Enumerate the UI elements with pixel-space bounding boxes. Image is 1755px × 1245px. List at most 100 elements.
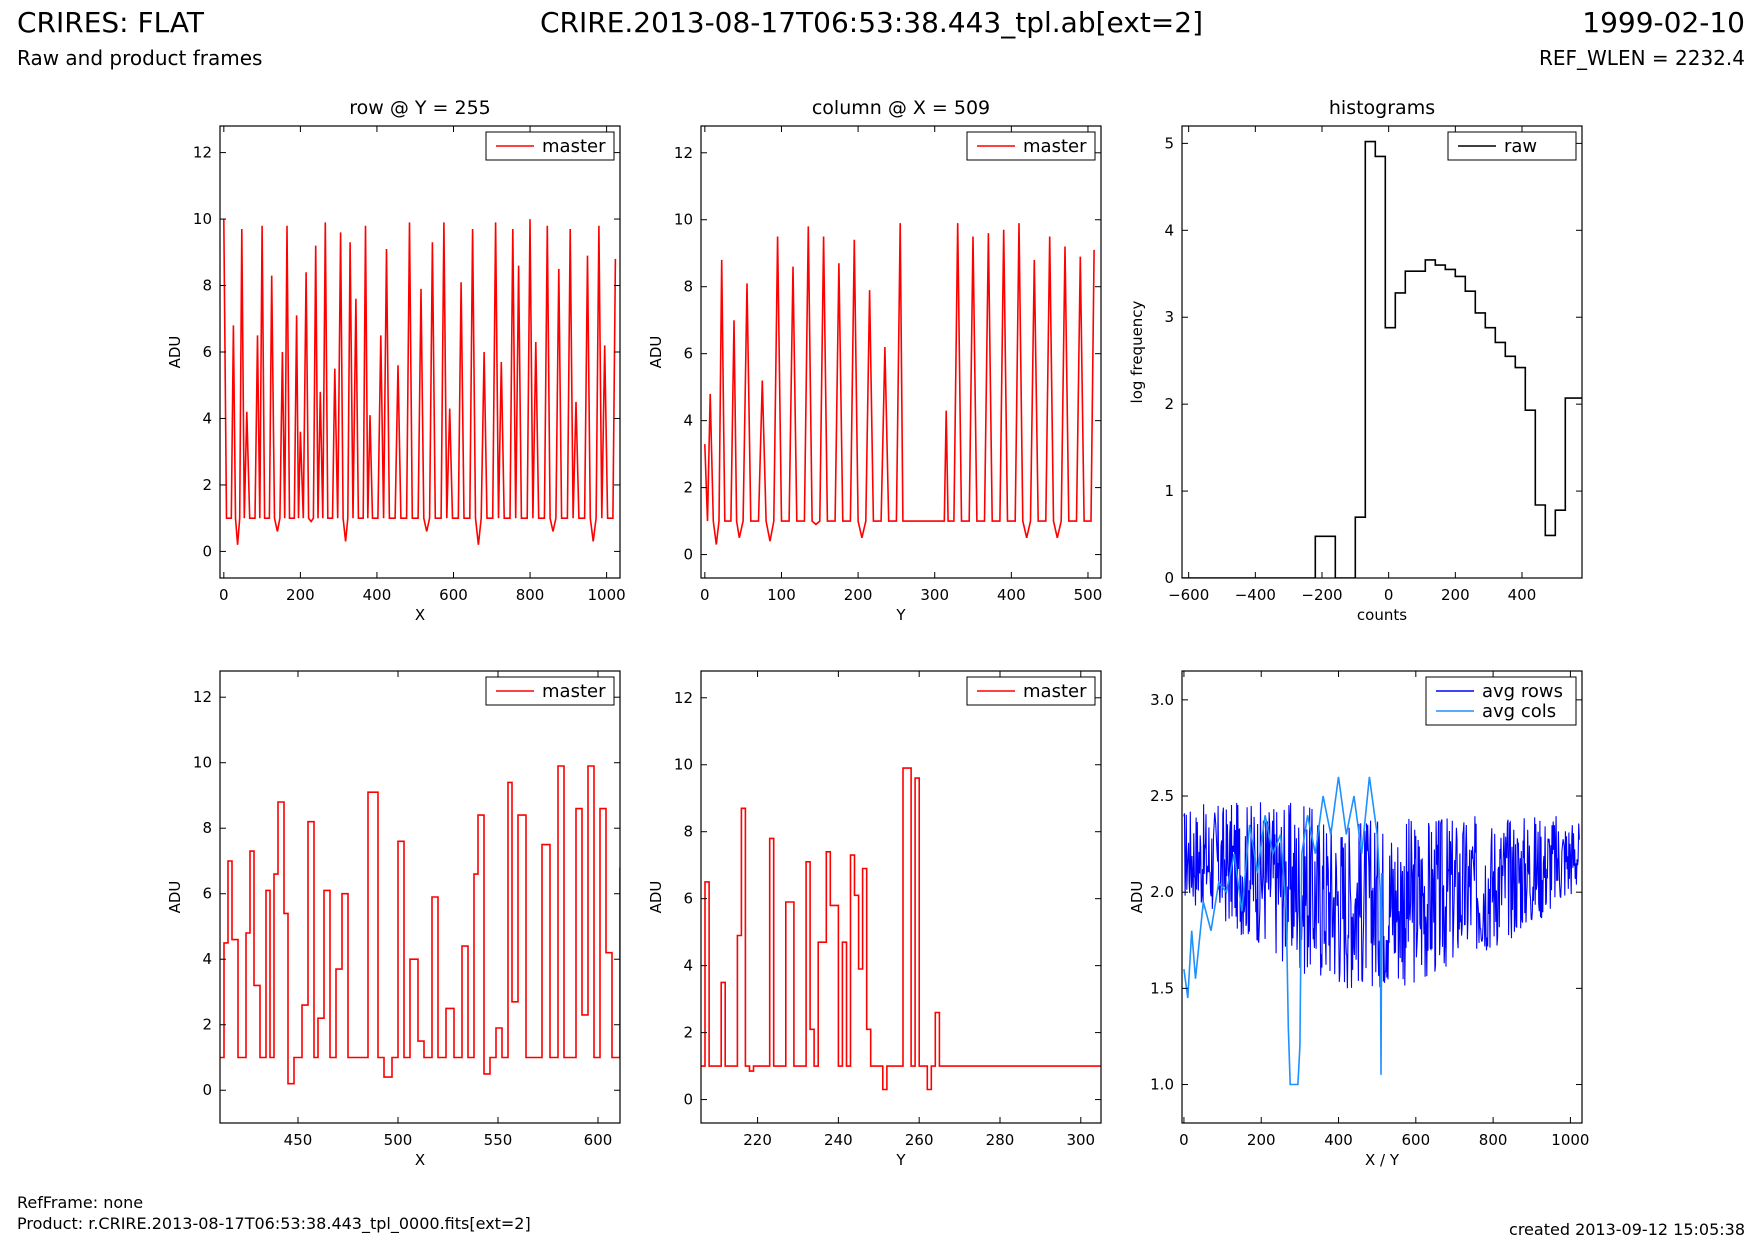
plot-frame <box>1181 125 1583 579</box>
legend-label: master <box>1023 136 1087 157</box>
x-tick-label: 200 <box>1441 586 1470 604</box>
y-tick-label: 12 <box>674 144 693 162</box>
y-tick-label: 10 <box>674 211 693 229</box>
y-tick-label: 8 <box>683 823 693 841</box>
x-tick-label: 1000 <box>1551 1131 1589 1149</box>
y-axis-label: ADU <box>166 881 184 914</box>
x-tick-label: 100 <box>767 586 796 604</box>
legend: raw <box>1447 131 1577 161</box>
y-tick-label: 12 <box>674 689 693 707</box>
x-tick-label: 450 <box>284 1131 313 1149</box>
plot-frame <box>700 670 1102 1124</box>
chart-title: column @ X = 509 <box>812 97 990 119</box>
legend-box <box>1425 676 1577 726</box>
legend-label: master <box>1023 681 1087 702</box>
y-tick-label: 0 <box>202 1081 212 1099</box>
y-tick-label: 0 <box>1164 569 1174 587</box>
y-tick-label: 10 <box>193 754 212 772</box>
series-master <box>701 767 1101 1091</box>
plot-frame <box>219 670 621 1124</box>
y-tick-label: 4 <box>683 412 693 430</box>
y-tick-label: 12 <box>193 144 212 162</box>
legend-label: avg rows <box>1482 681 1563 702</box>
x-tick-label: 400 <box>363 586 392 604</box>
y-axis-label: ADU <box>647 336 665 369</box>
x-tick-label: 200 <box>286 586 315 604</box>
series-master <box>223 219 617 545</box>
x-tick-label: 550 <box>484 1131 513 1149</box>
ref-wlen: REF_WLEN = 2232.4 <box>1538 46 1745 70</box>
y-tick-label: 2.5 <box>1150 787 1174 805</box>
series-avg-cols <box>1183 776 1383 1086</box>
x-tick-label: 500 <box>1074 586 1103 604</box>
x-axis-label: X / Y <box>1365 1151 1400 1169</box>
x-tick-label: 800 <box>516 586 545 604</box>
y-axis-label: ADU <box>647 881 665 914</box>
x-tick-label: 0 <box>700 586 710 604</box>
y-tick-label: 2 <box>202 1016 212 1034</box>
y-tick-label: 12 <box>193 688 212 706</box>
series-master <box>220 765 620 1085</box>
legend: master <box>966 131 1096 161</box>
legend: master <box>485 131 615 161</box>
y-tick-label: 5 <box>1164 134 1174 152</box>
y-axis-label: log frequency <box>1128 300 1146 403</box>
chart-6: 0 200 400 600 800 1000 1.0 1.5 2.0 2.5 3.0 X / Y ADU… <box>1128 670 1589 1169</box>
legend: master <box>966 676 1096 706</box>
y-tick-label: 2 <box>202 476 212 494</box>
x-tick-label: 400 <box>1324 1131 1353 1149</box>
y-tick-label: 2 <box>683 1024 693 1042</box>
x-tick-label: 500 <box>384 1131 413 1149</box>
y-tick-label: 1.0 <box>1150 1076 1174 1094</box>
x-tick-label: 200 <box>1247 1131 1276 1149</box>
x-tick-label: −400 <box>1235 586 1276 604</box>
report-title: CRIRES: FLAT <box>17 6 204 39</box>
chart-5: 220 240 260 280 300 0 2 4 6 8 10 12 Y ADU master <box>647 670 1102 1169</box>
x-tick-label: 200 <box>844 586 873 604</box>
x-tick-label: 400 <box>997 586 1026 604</box>
y-axis-label: ADU <box>1128 881 1146 914</box>
report-subtitle: Raw and product frames <box>17 46 263 70</box>
plot-frame <box>1181 670 1583 1124</box>
x-axis-label: Y <box>895 1151 906 1169</box>
report-date: 1999-02-10 <box>1582 6 1745 39</box>
legend-label: avg cols <box>1482 701 1556 722</box>
x-tick-label: −200 <box>1301 586 1342 604</box>
y-tick-label: 1.5 <box>1150 979 1174 997</box>
x-tick-label: 300 <box>920 586 949 604</box>
x-tick-label: 240 <box>824 1131 853 1149</box>
y-tick-label: 4 <box>683 957 693 975</box>
x-tick-label: 280 <box>986 1131 1015 1149</box>
y-tick-label: 6 <box>202 343 212 361</box>
series-master <box>704 223 1095 545</box>
x-tick-label: −600 <box>1168 586 1209 604</box>
y-tick-label: 0 <box>683 1091 693 1109</box>
x-tick-label: 300 <box>1066 1131 1095 1149</box>
y-tick-label: 4 <box>1164 221 1174 239</box>
legend-label: master <box>542 136 606 157</box>
footer-ref-frame: RefFrame: none <box>17 1193 144 1212</box>
series-raw <box>1182 140 1582 578</box>
footer-product: Product: r.CRIRE.2013-08-17T06:53:38.443… <box>17 1214 531 1233</box>
x-axis-label: counts <box>1357 606 1407 624</box>
footer-created: created 2013-09-12 15:05:38 <box>1509 1220 1745 1239</box>
chart-1: 0 200 400 600 800 1000 0 2 4 6 8 10 12 row @ Y = 255 X… <box>166 97 626 624</box>
y-tick-label: 8 <box>683 278 693 296</box>
y-tick-label: 10 <box>674 756 693 774</box>
legend: master <box>485 676 615 706</box>
y-tick-label: 6 <box>683 345 693 363</box>
chart-4: 450 500 550 600 0 2 4 6 8 10 12 X ADU master <box>166 670 621 1169</box>
x-tick-label: 260 <box>905 1131 934 1149</box>
x-tick-label: 800 <box>1479 1131 1508 1149</box>
x-tick-label: 0 <box>219 586 229 604</box>
y-tick-label: 2 <box>1164 395 1174 413</box>
y-tick-label: 8 <box>202 819 212 837</box>
legend-label: raw <box>1504 136 1537 157</box>
y-tick-label: 1 <box>1164 482 1174 500</box>
y-tick-label: 3.0 <box>1150 691 1174 709</box>
x-tick-label: 600 <box>1401 1131 1430 1149</box>
y-tick-label: 0 <box>683 546 693 564</box>
y-tick-label: 6 <box>683 890 693 908</box>
